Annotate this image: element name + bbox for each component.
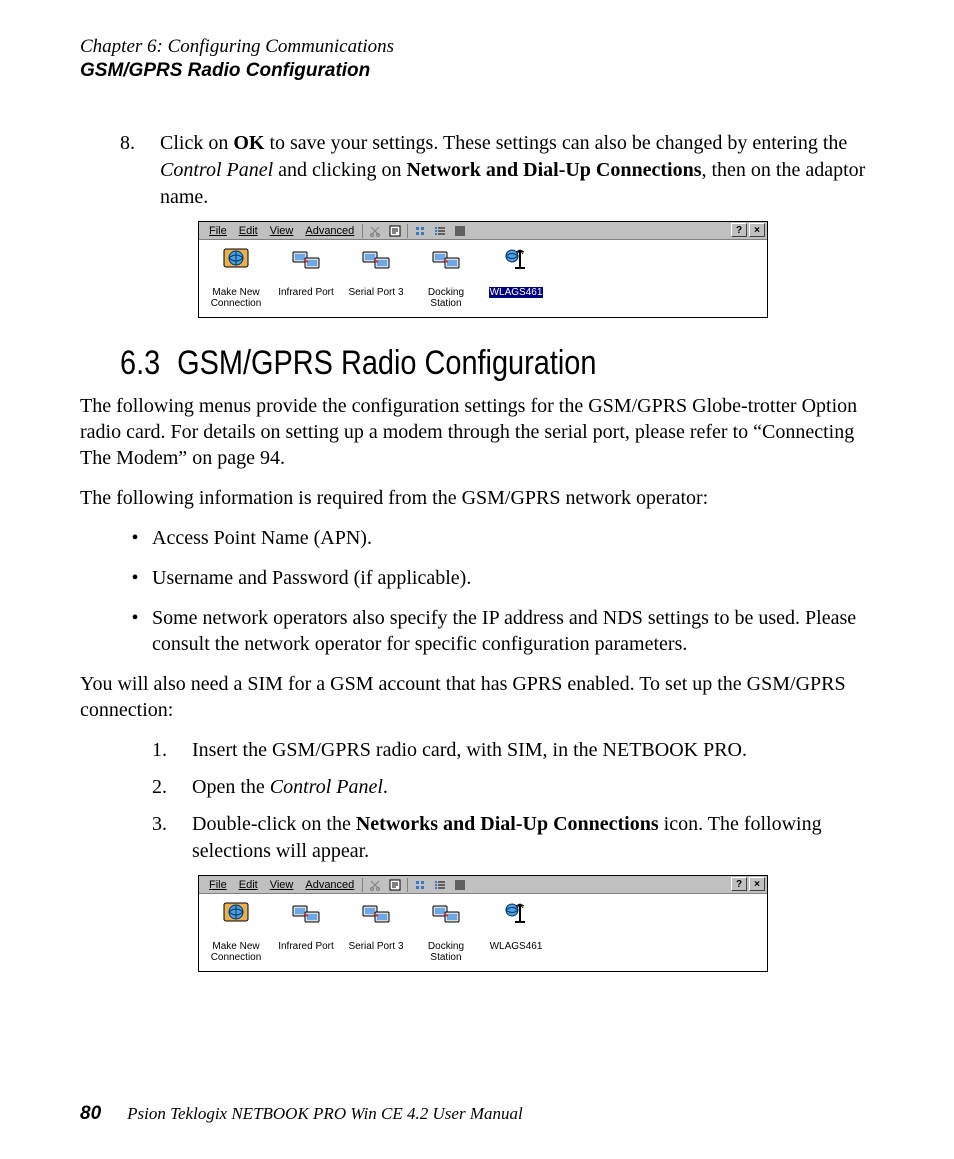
menu-view[interactable]: View <box>264 879 300 891</box>
toolbar-separator <box>362 224 363 238</box>
menu-view[interactable]: View <box>264 225 300 237</box>
step-3: 3. Double-click on the Networks and Dial… <box>152 811 874 865</box>
step-8-number: 8. <box>120 130 160 211</box>
toolbar-separator <box>362 878 363 892</box>
serial-port-3-icon[interactable]: Serial Port 3 <box>343 900 409 963</box>
footer: 80 Psion Teklogix NETBOOK PRO Win CE 4.2… <box>80 1103 874 1125</box>
section-heading: 6.3 GSM/GPRS Radio Configuration <box>120 344 761 383</box>
icon-label: Serial Port 3 <box>347 287 404 298</box>
toolbar-small-icons-icon[interactable] <box>431 223 449 239</box>
icon-label: Docking Station <box>413 941 479 963</box>
wlags461-icon-glyph <box>500 246 532 274</box>
toolbar-separator <box>407 878 408 892</box>
body: 8. Click on OK to save your settings. Th… <box>120 130 874 972</box>
step-8: 8. Click on OK to save your settings. Th… <box>120 130 874 211</box>
make-new-connection-icon-glyph <box>220 900 252 928</box>
toolbar-separator <box>407 224 408 238</box>
page-header: Chapter 6: Configuring Communications GS… <box>80 36 874 82</box>
page: Chapter 6: Configuring Communications GS… <box>0 0 954 1159</box>
help-button[interactable]: ? <box>731 877 747 891</box>
toolbar-details-icon[interactable] <box>451 877 469 893</box>
footer-title: Psion Teklogix NETBOOK PRO Win CE 4.2 Us… <box>127 1104 523 1124</box>
icon-label: WLAGS461 <box>489 941 544 952</box>
section-number: 6.3 <box>120 344 160 382</box>
menu-advanced[interactable]: Advanced <box>299 225 360 237</box>
toolbar-large-icons-icon[interactable] <box>411 223 429 239</box>
toolbar-properties-icon[interactable] <box>386 223 404 239</box>
paragraph-3: You will also need a SIM for a GSM accou… <box>80 671 874 723</box>
bullet-item: •Username and Password (if applicable). <box>118 565 874 591</box>
icon-label: Docking Station <box>413 287 479 309</box>
close-button[interactable]: × <box>749 877 765 891</box>
icon-label: WLAGS461 <box>489 287 544 298</box>
icon-label: Infrared Port <box>277 287 335 298</box>
docking-station-icon[interactable]: Docking Station <box>413 900 479 963</box>
infrared-port-icon-glyph <box>290 246 322 274</box>
toolbar-cut-icon[interactable] <box>366 877 384 893</box>
toolbar-small-icons-icon[interactable] <box>431 877 449 893</box>
connections-window-2: File Edit View Advanced ? × Make <box>198 875 768 972</box>
make-new-connection-icon[interactable]: Make New Connection <box>203 246 269 309</box>
docking-station-icon-glyph <box>430 246 462 274</box>
toolbar-properties-icon[interactable] <box>386 877 404 893</box>
connections-window-1: File Edit View Advanced ? × Make <box>198 221 768 318</box>
client-area: Make New Connection Infrared Port Serial P… <box>199 240 767 317</box>
page-number: 80 <box>80 1103 101 1125</box>
docking-station-icon[interactable]: Docking Station <box>413 246 479 309</box>
wlags461-icon[interactable]: WLAGS461 <box>483 246 549 309</box>
close-button[interactable]: × <box>749 223 765 237</box>
paragraph-2: The following information is required fr… <box>80 485 874 511</box>
serial-port-3-icon[interactable]: Serial Port 3 <box>343 246 409 309</box>
step-1: 1. Insert the GSM/GPRS radio card, with … <box>152 737 874 764</box>
client-area: Make New Connection Infrared Port Serial P… <box>199 894 767 971</box>
make-new-connection-icon[interactable]: Make New Connection <box>203 900 269 963</box>
serial-port-3-icon-glyph <box>360 246 392 274</box>
header-section: GSM/GPRS Radio Configuration <box>80 60 874 82</box>
toolbar-cut-icon[interactable] <box>366 223 384 239</box>
serial-port-3-icon-glyph <box>360 900 392 928</box>
menu-file[interactable]: File <box>203 225 233 237</box>
step-2: 2. Open the Control Panel. <box>152 774 874 801</box>
menu-edit[interactable]: Edit <box>233 879 264 891</box>
icon-label: Make New Connection <box>203 941 269 963</box>
menubar: File Edit View Advanced ? × <box>199 876 767 894</box>
paragraph-1: The following menus provide the configur… <box>80 393 874 471</box>
wlags461-icon[interactable]: WLAGS461 <box>483 900 549 963</box>
infrared-port-icon-glyph <box>290 900 322 928</box>
menubar: File Edit View Advanced ? × <box>199 222 767 240</box>
bullet-item: •Some network operators also specify the… <box>118 605 874 657</box>
toolbar-large-icons-icon[interactable] <box>411 877 429 893</box>
menu-edit[interactable]: Edit <box>233 225 264 237</box>
bullet-item: •Access Point Name (APN). <box>118 525 874 551</box>
header-chapter: Chapter 6: Configuring Communications <box>80 36 874 58</box>
infrared-port-icon[interactable]: Infrared Port <box>273 246 339 309</box>
step-8-text: Click on OK to save your settings. These… <box>160 130 874 211</box>
infrared-port-icon[interactable]: Infrared Port <box>273 900 339 963</box>
wlags461-icon-glyph <box>500 900 532 928</box>
make-new-connection-icon-glyph <box>220 246 252 274</box>
section-title: GSM/GPRS Radio Configuration <box>177 344 596 382</box>
toolbar-details-icon[interactable] <box>451 223 469 239</box>
menu-file[interactable]: File <box>203 879 233 891</box>
menu-advanced[interactable]: Advanced <box>299 879 360 891</box>
icon-label: Infrared Port <box>277 941 335 952</box>
bullet-list: •Access Point Name (APN). •Username and … <box>118 525 874 657</box>
icon-label: Serial Port 3 <box>347 941 404 952</box>
ordered-steps: 1. Insert the GSM/GPRS radio card, with … <box>152 737 874 865</box>
docking-station-icon-glyph <box>430 900 462 928</box>
help-button[interactable]: ? <box>731 223 747 237</box>
icon-label: Make New Connection <box>203 287 269 309</box>
